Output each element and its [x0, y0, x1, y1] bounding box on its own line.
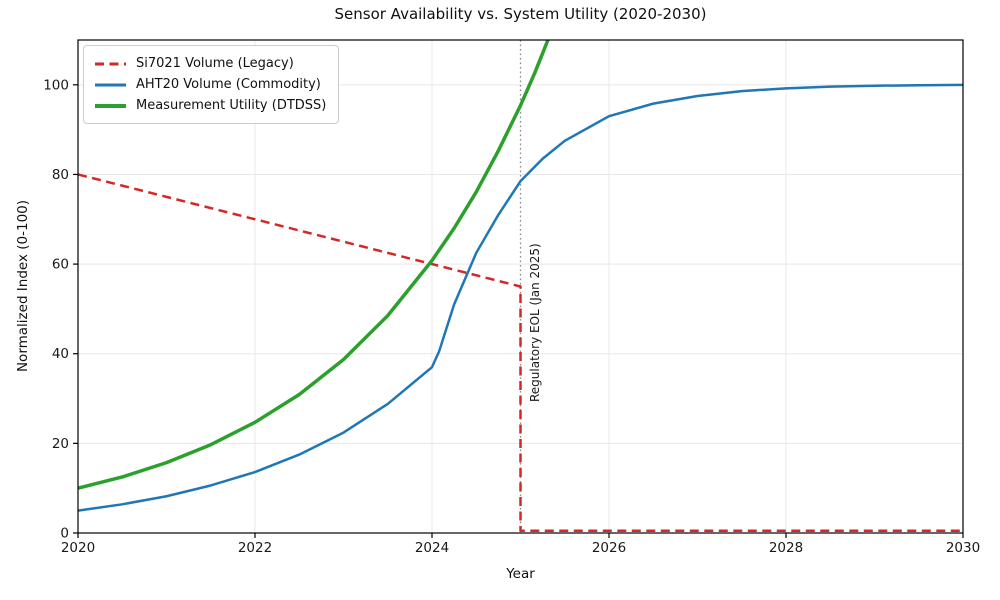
- y-tick-label-80: 80: [52, 167, 69, 183]
- legend-line-swatch-icon: [95, 83, 126, 86]
- y-tick-label-60: 60: [52, 257, 69, 273]
- legend-item-measurement-utility-dtdss: Measurement Utility (DTDSS): [94, 95, 326, 116]
- x-tick-label-2020: 2020: [61, 540, 95, 556]
- y-tick-label-100: 100: [43, 77, 69, 93]
- x-tick-label-2024: 2024: [415, 540, 449, 556]
- y-tick-label-20: 20: [52, 436, 69, 452]
- legend-item-label: AHT20 Volume (Commodity): [136, 77, 321, 92]
- x-tick-label-2030: 2030: [946, 540, 980, 556]
- series-line-measurement-utility-dtdss: [78, 40, 550, 490]
- legend-item-label: Measurement Utility (DTDSS): [136, 98, 327, 113]
- legend-item-label: Si7021 Volume (Legacy): [136, 56, 294, 71]
- x-tick-label-2028: 2028: [769, 540, 803, 556]
- x-tick-label-2026: 2026: [592, 540, 626, 556]
- y-tick-label-0: 0: [60, 526, 69, 542]
- series-line-si7021-volume-legacy: [78, 173, 963, 533]
- x-tick-label-2022: 2022: [238, 540, 272, 556]
- legend-item-si7021-volume-legacy: Si7021 Volume (Legacy): [94, 53, 326, 74]
- legend: Si7021 Volume (Legacy) AHT20 Volume (Comm…: [83, 45, 340, 124]
- x-axis-label: Year: [506, 566, 535, 582]
- legend-line-swatch-icon: [95, 103, 126, 108]
- series-line-aht20-volume-commodity: [78, 83, 963, 512]
- legend-line-swatch-icon: [95, 62, 126, 65]
- plot-border: [77, 39, 964, 534]
- eol-annotation-label: Regulatory EOL (Jan 2025): [528, 243, 542, 402]
- chart-title: Sensor Availability vs. System Utility (…: [334, 5, 707, 23]
- legend-item-aht20-volume-commodity: AHT20 Volume (Commodity): [94, 74, 326, 95]
- y-tick-label-40: 40: [52, 346, 69, 362]
